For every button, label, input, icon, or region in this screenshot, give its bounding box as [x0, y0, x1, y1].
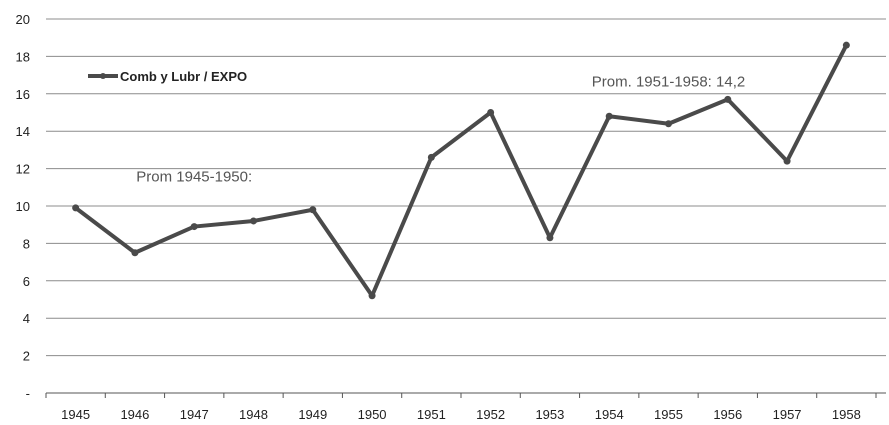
data-point-1945: [72, 204, 80, 212]
data-point-1950: [368, 292, 376, 300]
y-tick-label: 6: [23, 274, 30, 289]
x-tick-label: 1951: [417, 407, 446, 422]
data-point-1951: [427, 153, 435, 161]
y-tick-labels: - 2 4 6 8 10 12 14 16 18 20: [16, 12, 30, 401]
data-point-1958: [842, 41, 850, 49]
data-point-1948: [250, 217, 257, 225]
x-tick-label: 1956: [713, 407, 742, 422]
y-tick-label: 16: [16, 87, 30, 102]
annotation-prom-1945-1950: Prom 1945-1950:: [136, 169, 252, 186]
data-point-1952: [487, 109, 495, 116]
annotation-prom-1951-1958: Prom. 1951-1958: 14,2: [592, 73, 745, 90]
x-tick-label: 1947: [180, 407, 209, 422]
data-point-1947: [190, 223, 198, 231]
y-tick-label: 2: [23, 349, 30, 364]
y-tick-label: 18: [16, 49, 30, 64]
legend: Comb y Lubr / EXPO: [88, 69, 247, 84]
data-point-1953: [546, 234, 554, 242]
annotations: Prom 1945-1950: Prom. 1951-1958: 14,2: [136, 73, 745, 185]
x-tick-label: 1955: [654, 407, 683, 422]
y-tick-label: 4: [23, 311, 30, 326]
y-tick-label: 10: [16, 199, 30, 214]
y-tick-label: 20: [16, 12, 30, 27]
x-tick-label: 1948: [239, 407, 268, 422]
series-line: [73, 43, 849, 298]
x-tick-label: 1953: [535, 407, 564, 422]
legend-marker-swatch: [100, 73, 106, 79]
x-tick-label: 1958: [832, 407, 861, 422]
x-tick-label: 1952: [476, 407, 505, 422]
x-tick-label: 1945: [61, 407, 90, 422]
grid-lines: [45, 18, 886, 398]
y-tick-label: 12: [16, 162, 30, 177]
x-tick-label: 1949: [298, 407, 327, 422]
series-layer: [72, 41, 850, 300]
data-point-1957: [783, 157, 791, 165]
y-tick-label: 8: [23, 236, 30, 251]
data-point-1956: [724, 95, 732, 103]
data-point-1954: [605, 112, 613, 120]
y-tick-label: -: [26, 386, 30, 401]
data-point-1955: [665, 120, 672, 128]
y-tick-label: 14: [16, 124, 30, 139]
x-tick-label: 1946: [120, 407, 149, 422]
x-tick-label: 1954: [595, 407, 624, 422]
x-tick-label: 1957: [773, 407, 802, 422]
data-point-1946: [131, 249, 139, 257]
legend-label: Comb y Lubr / EXPO: [120, 69, 247, 84]
data-point-1949: [309, 206, 317, 214]
x-tick-labels: 1945 1946 1947 1948 1949 1950 1951 1952 1953 1954…: [61, 407, 861, 422]
x-tick-label: 1950: [358, 407, 387, 422]
